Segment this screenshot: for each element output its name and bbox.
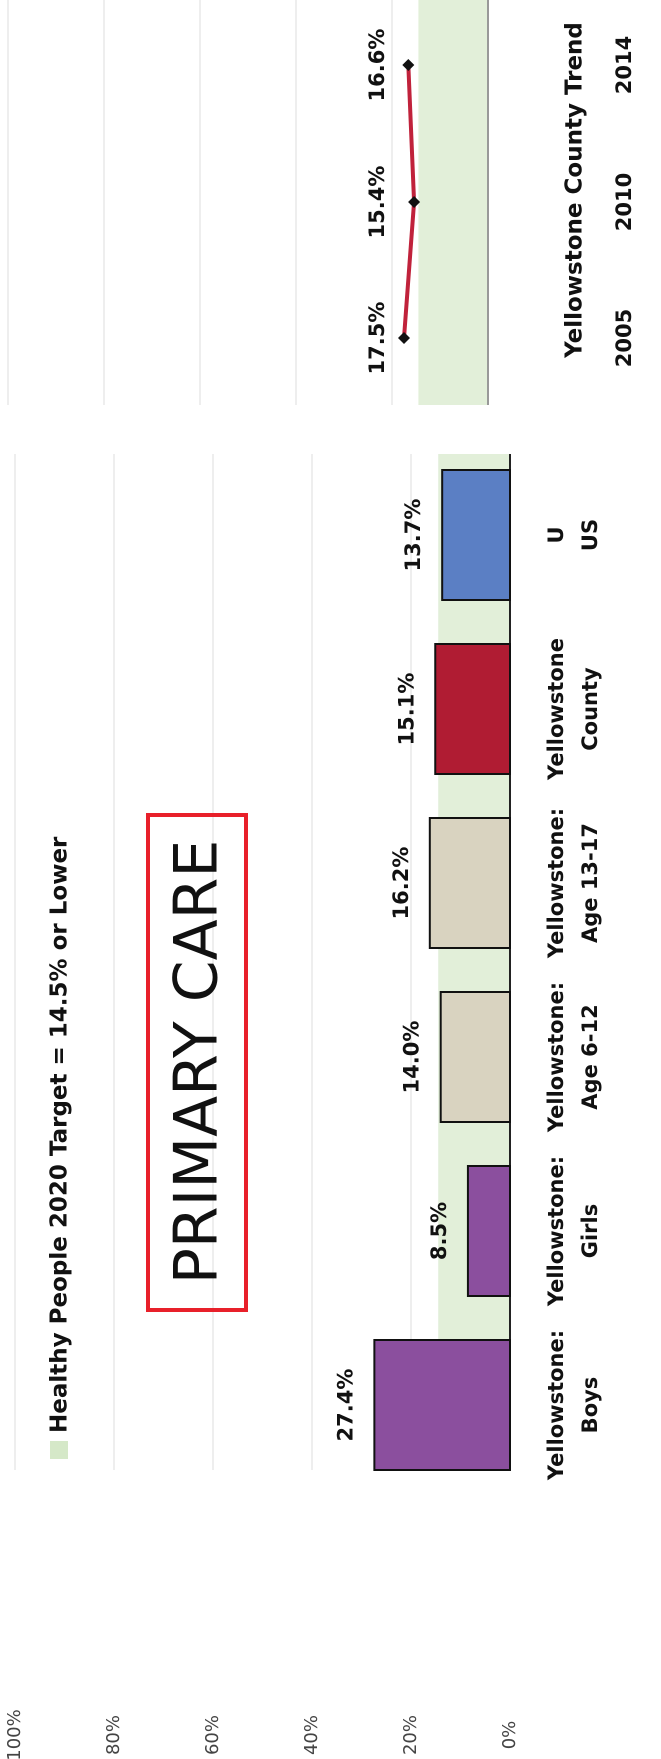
value-label: 16.2% [389,847,413,920]
value-label: 17.5% [365,302,389,375]
y-tick-label: 40% [301,1715,322,1755]
bar [466,1165,511,1297]
annotation-box [146,813,248,1312]
rotated-charts: 0% 20% 40% 60% 80% 100% 27.4% Yellowstone: Boys 8… [4,0,636,1759]
value-label: 8.5% [427,1202,451,1260]
bar [373,1339,511,1471]
value-label: 15.1% [394,673,418,746]
bar [441,469,511,601]
y-tick-label: 80% [103,1715,124,1755]
x-tick-label: Yellowstone County [544,638,602,781]
y-tick-label: 60% [202,1715,223,1755]
annotation: PRIMARY CARE [162,840,232,1285]
x-tick-label: Yellowstone: Boys [544,1330,602,1481]
x-tick-label: U US [544,519,602,551]
bar [428,817,511,949]
x-tick-label: Yellowstone: Age 6-12 [544,982,602,1133]
x-tick-label: 2014 [612,36,636,94]
point [402,59,415,71]
y-tick-label: 20% [400,1715,421,1755]
value-label: 16.6% [365,29,389,102]
value-label: 13.7% [401,499,425,572]
legend-label: Healthy People 2020 Target = 14.5% or Lo… [47,836,73,1433]
x-tick-label: 2005 [612,309,636,367]
target-band [418,0,488,405]
bar [434,643,512,775]
point [408,196,421,208]
chart-title: Yellowstone County Trend [562,22,588,359]
value-label: 15.4% [365,166,389,239]
bar [439,991,512,1123]
x-tick-label: Yellowstone: Girls [544,1156,602,1307]
point [398,332,410,344]
target-band [438,454,511,1470]
value-label: 14.0% [400,1021,424,1094]
legend-swatch [50,1441,68,1459]
y-tick-label: 100% [4,1709,25,1759]
y-tick-label: 0% [499,1721,520,1750]
x-tick-label: Yellowstone: Age 13-17 [544,808,602,959]
x-tick-label: 2010 [612,173,636,231]
value-label: 27.4% [333,1369,357,1442]
